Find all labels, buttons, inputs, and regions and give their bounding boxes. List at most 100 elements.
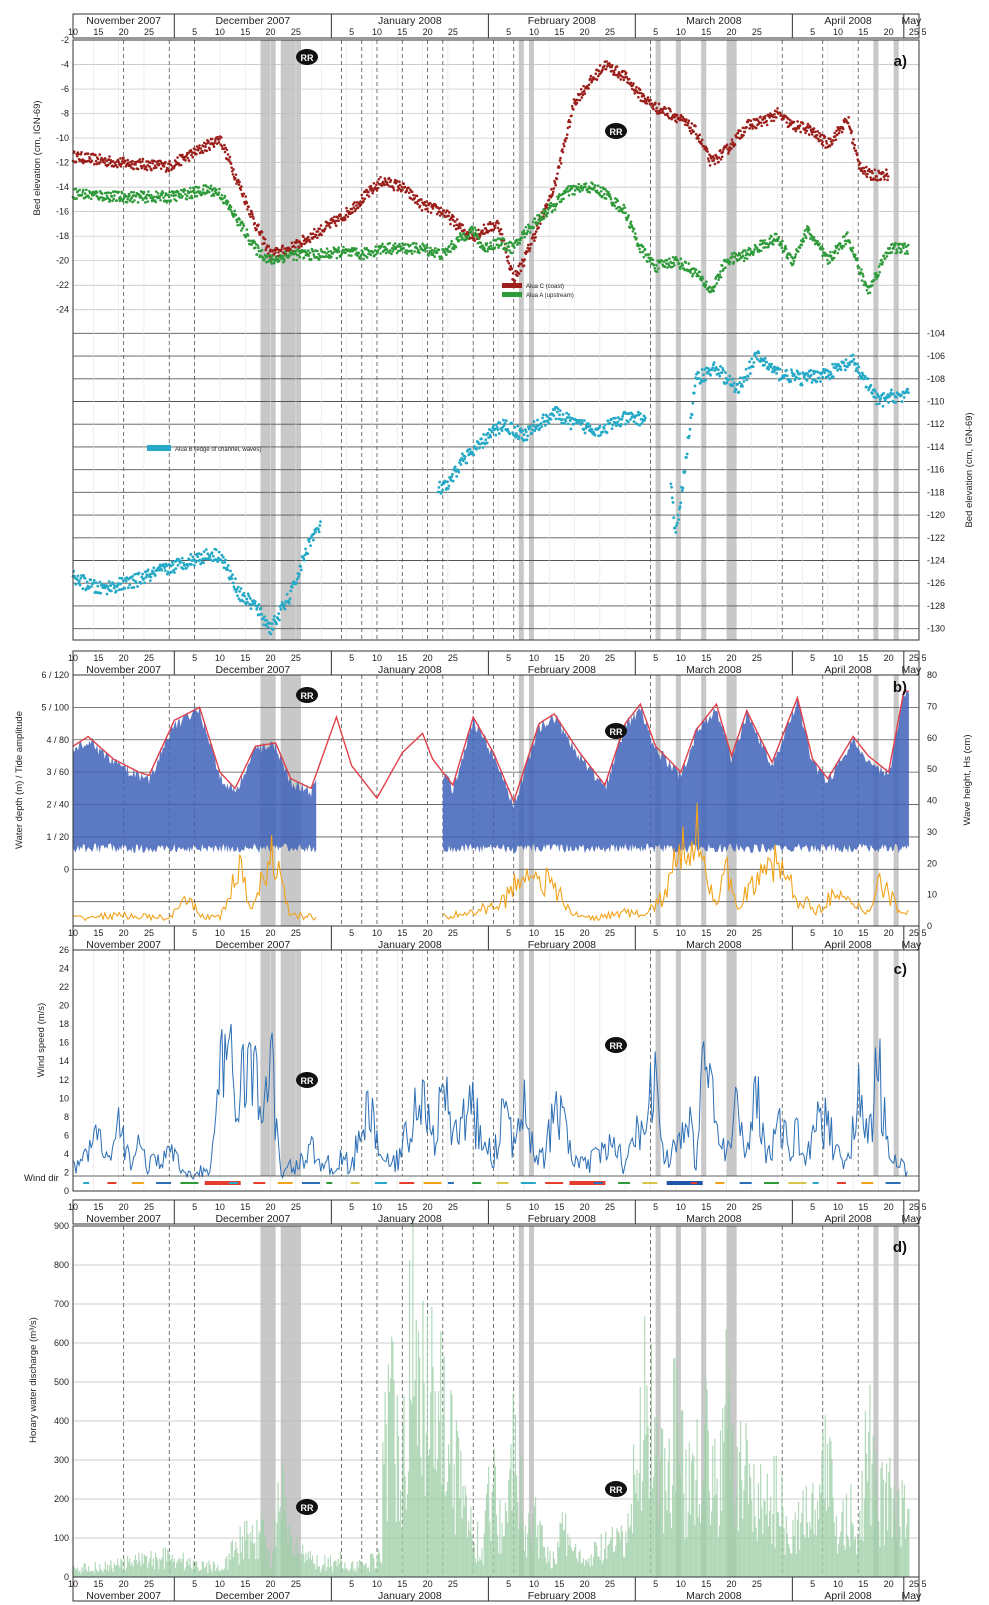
point [372, 250, 375, 254]
point [363, 197, 367, 201]
point [868, 168, 871, 171]
point [296, 240, 300, 243]
point [171, 563, 175, 567]
point [493, 226, 497, 230]
point [507, 245, 511, 248]
point [590, 428, 594, 431]
point [764, 245, 767, 249]
point [280, 257, 283, 261]
point [751, 127, 754, 130]
point [78, 188, 81, 192]
day-label: 10 [676, 1202, 686, 1212]
point [190, 563, 193, 566]
point [258, 232, 262, 236]
point [704, 283, 708, 287]
point [311, 250, 315, 253]
point [434, 246, 437, 250]
point [386, 183, 390, 187]
point [397, 187, 401, 190]
point [485, 441, 489, 445]
point [272, 261, 276, 265]
point [810, 130, 813, 134]
point [827, 373, 831, 377]
point [238, 223, 242, 227]
point [650, 102, 654, 105]
point [620, 74, 623, 78]
point [573, 189, 577, 192]
day-label: 15 [93, 1202, 103, 1212]
point [745, 257, 749, 260]
point [520, 236, 523, 240]
point [124, 579, 128, 583]
point [731, 384, 735, 388]
point [466, 448, 470, 452]
point [413, 196, 416, 200]
point [426, 207, 429, 210]
y-tick-label: 100 [54, 1533, 69, 1543]
day-label: 10 [676, 928, 686, 938]
point [494, 433, 498, 437]
point [752, 250, 756, 254]
point [208, 555, 212, 559]
point [882, 254, 886, 257]
point [780, 246, 784, 250]
point [728, 145, 731, 149]
point [193, 148, 197, 151]
point [387, 251, 391, 254]
point [212, 194, 216, 197]
point [760, 124, 764, 128]
point [564, 419, 568, 423]
point [440, 483, 444, 487]
point [283, 250, 287, 254]
point [136, 585, 139, 588]
point [835, 245, 839, 249]
point [517, 435, 521, 439]
point [819, 380, 822, 383]
point [173, 198, 176, 201]
point [241, 226, 244, 230]
point [627, 77, 631, 81]
point [96, 584, 100, 588]
point [167, 169, 171, 173]
point [741, 254, 745, 258]
day-label: 25 [291, 27, 301, 37]
point [643, 418, 647, 422]
point [630, 87, 634, 91]
point [756, 119, 760, 122]
point [148, 573, 151, 577]
point [350, 207, 354, 211]
point [837, 131, 841, 135]
point [437, 485, 441, 489]
day-label: 10 [676, 653, 686, 663]
point [508, 249, 511, 252]
day-label: 20 [266, 1202, 276, 1212]
point [116, 582, 120, 585]
point [223, 561, 227, 564]
wind-speed-line [72, 1023, 908, 1180]
point [657, 267, 660, 270]
day-label: 5 [192, 928, 197, 938]
point [895, 248, 899, 251]
day-label: 5 [810, 1579, 815, 1589]
point [238, 590, 242, 593]
point [861, 172, 865, 175]
point [851, 250, 854, 253]
point [392, 188, 396, 192]
day-label: 5 [922, 928, 927, 938]
point [234, 176, 237, 180]
point [631, 230, 635, 233]
point [162, 196, 165, 199]
point [859, 271, 863, 274]
point [731, 140, 734, 144]
point [793, 255, 797, 259]
point [510, 422, 514, 425]
y-tick-label: 10 [927, 890, 937, 900]
point [831, 375, 835, 379]
point [584, 182, 588, 185]
month-label: May [901, 15, 922, 27]
point [734, 388, 738, 392]
day-label: 25 [144, 1579, 154, 1589]
point [443, 251, 447, 255]
point [628, 226, 632, 229]
point [637, 95, 640, 99]
